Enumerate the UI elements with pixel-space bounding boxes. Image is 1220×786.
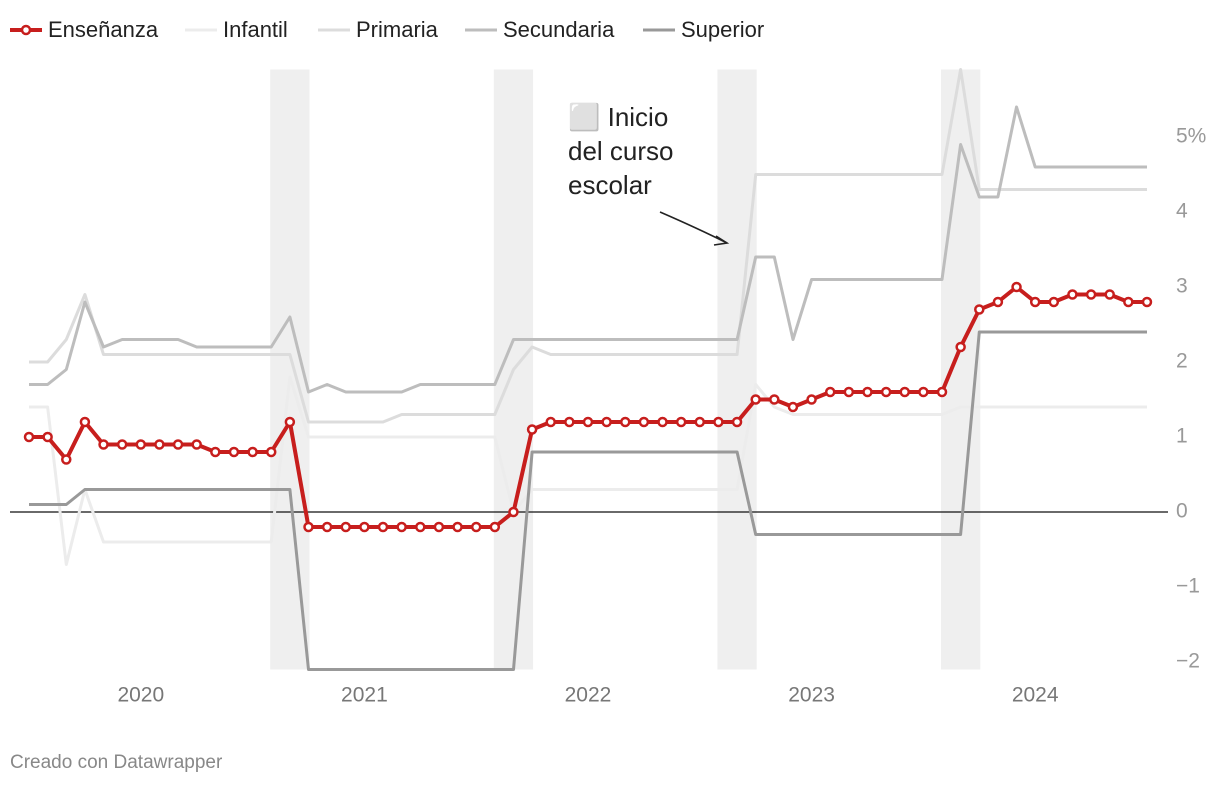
x-tick-label: 2021 [341, 684, 388, 707]
series-marker [1029, 296, 1041, 308]
series-marker [79, 416, 91, 428]
series-line [29, 68, 1147, 424]
annotation-arrowhead [713, 235, 730, 246]
annotation-arrow [659, 211, 728, 244]
series-marker [135, 439, 147, 450]
series-marker [582, 416, 594, 428]
series-marker [396, 521, 407, 533]
series-marker [377, 521, 389, 533]
series-marker [116, 439, 128, 450]
y-tick-label: 2 [1176, 350, 1188, 373]
annotation-text: del curso [568, 136, 674, 166]
series-marker [862, 386, 873, 398]
series-marker [936, 386, 948, 398]
series-marker [265, 446, 277, 458]
school-start-band [717, 69, 757, 670]
annotation-text: escolar [568, 170, 652, 200]
y-tick-label: −2 [1176, 650, 1200, 673]
series-marker [433, 521, 445, 533]
series-marker [731, 416, 743, 428]
series-marker [42, 431, 53, 443]
series-marker [191, 439, 202, 450]
series-marker [321, 521, 333, 533]
series-marker [750, 394, 761, 405]
source: Creado con Datawrapper [10, 752, 223, 773]
series-marker [1141, 296, 1153, 308]
series-marker [1104, 289, 1115, 300]
series-marker [713, 416, 724, 428]
series-marker [824, 386, 836, 398]
series-marker [359, 521, 370, 533]
series-marker [1048, 296, 1060, 308]
series-marker [303, 521, 314, 533]
series-marker [843, 386, 855, 398]
annotation-text: ⬜ Inicio [568, 102, 668, 132]
series-marker [470, 521, 482, 533]
series-line [29, 330, 1147, 671]
legend-label: Infantil [223, 17, 288, 42]
series-marker [974, 304, 985, 315]
series-marker [415, 521, 426, 533]
series-marker [508, 506, 519, 518]
x-tick-label: 2022 [565, 684, 612, 707]
legend-label: Enseñanza [48, 17, 159, 42]
series-marker [545, 416, 556, 428]
series-marker [1085, 289, 1097, 300]
series-marker [601, 416, 612, 428]
series-marker [340, 521, 352, 533]
series-marker [657, 416, 668, 428]
y-tick-label: 4 [1176, 200, 1188, 223]
series-marker [23, 431, 35, 443]
series-marker [1123, 296, 1134, 308]
series-marker [620, 416, 631, 428]
series-marker [98, 439, 109, 450]
series-marker [61, 454, 72, 465]
series-marker [154, 439, 165, 450]
school-start-band [941, 69, 981, 670]
series-line [29, 375, 1147, 566]
series-marker [806, 394, 817, 405]
series-marker [899, 386, 911, 398]
x-tick-label: 2023 [788, 684, 835, 707]
series-marker [992, 296, 1004, 308]
series-marker [489, 521, 501, 533]
series-marker [880, 386, 892, 398]
series-marker [284, 416, 296, 428]
series-marker [918, 386, 929, 398]
series-marker [787, 401, 799, 413]
series-marker [694, 416, 706, 428]
legend-marker [20, 24, 32, 36]
series-line [29, 105, 1147, 394]
series-marker [638, 416, 650, 428]
series-marker [172, 439, 184, 450]
series-marker [769, 394, 780, 405]
series-marker [675, 416, 687, 428]
series-marker [452, 521, 463, 533]
series-marker [247, 446, 258, 458]
y-tick-label: −1 [1176, 575, 1200, 598]
series-marker [526, 424, 538, 435]
series-marker [1011, 281, 1022, 293]
series-marker [228, 446, 240, 458]
series-marker [564, 416, 575, 428]
y-tick-label: 1 [1176, 425, 1188, 448]
legend-label: Superior [681, 17, 764, 42]
legend-label: Primaria [356, 17, 439, 42]
series-marker [210, 446, 221, 458]
legend-label: Secundaria [503, 17, 615, 42]
y-tick-label: 5% [1176, 125, 1206, 148]
x-tick-label: 2024 [1012, 684, 1059, 707]
series-marker [955, 341, 966, 353]
y-tick-label: 0 [1176, 500, 1188, 523]
x-tick-label: 2020 [117, 684, 164, 707]
y-tick-label: 3 [1176, 275, 1188, 298]
series-marker [1067, 289, 1078, 300]
